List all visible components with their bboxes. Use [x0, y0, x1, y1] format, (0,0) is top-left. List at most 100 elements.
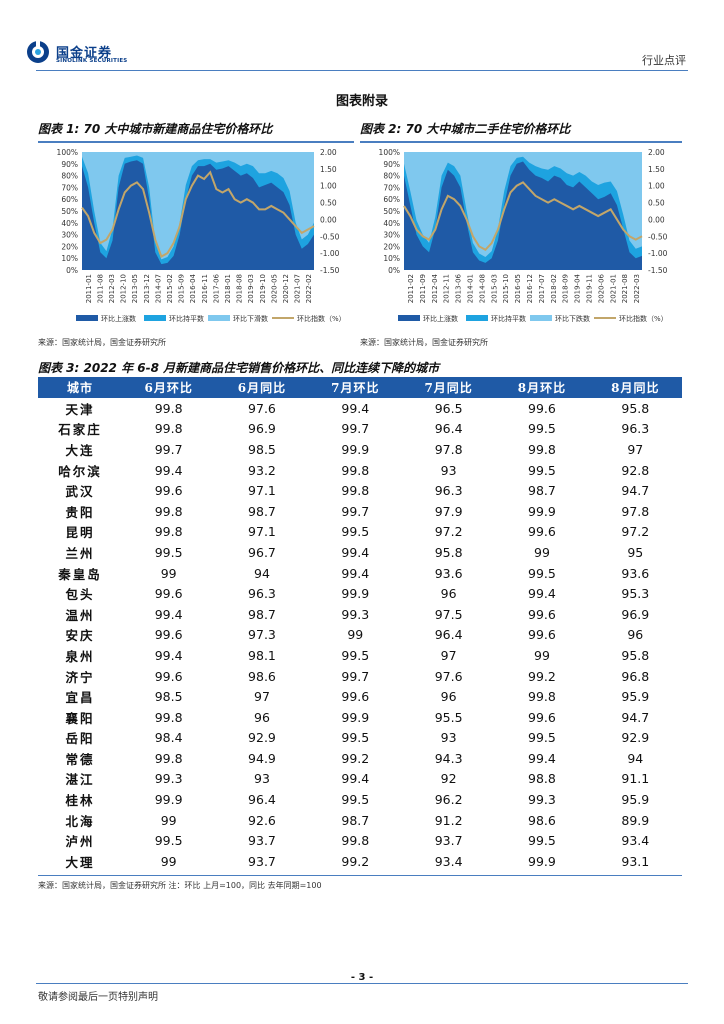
value-cell: 93.1 — [621, 853, 650, 869]
value-cell: 99.8 — [154, 400, 183, 416]
value-cell: 99.4 — [154, 606, 183, 622]
value-cell: 96.3 — [621, 421, 650, 437]
city-name-cell: 常德 — [65, 751, 95, 767]
x-tick-label: 2014-01 — [466, 274, 474, 303]
value-cell: 93.6 — [621, 565, 650, 581]
value-cell: 93.6 — [434, 565, 463, 581]
value-cell: 98.5 — [154, 689, 183, 705]
value-cell: 99 — [160, 565, 177, 581]
value-cell: 97.2 — [621, 524, 650, 540]
value-cell: 99.6 — [341, 689, 370, 705]
value-cell: 99 — [534, 647, 550, 663]
x-tick-label: 2021-07 — [294, 274, 302, 303]
value-cell: 96.9 — [621, 606, 650, 622]
value-cell: 95.8 — [621, 400, 650, 416]
legend-label: 环比下滑数 — [233, 314, 268, 323]
x-tick-label: 2017-07 — [538, 274, 546, 303]
value-cell: 97.1 — [248, 524, 276, 540]
value-cell: 99.6 — [528, 524, 556, 540]
y-right-tick-label: 2.00 — [648, 148, 665, 157]
table-header-cell: 6月同比 — [215, 377, 309, 398]
y-right-tick-label: -1.00 — [320, 249, 340, 258]
value-cell: 98.7 — [341, 812, 370, 828]
y-right-tick-label: -1.50 — [320, 266, 340, 275]
table-header-cell: 6月环比 — [121, 377, 216, 398]
value-cell: 97 — [627, 441, 644, 457]
value-cell: 94 — [254, 565, 270, 581]
city-name-cell: 武汉 — [65, 484, 95, 500]
value-cell: 99.2 — [528, 668, 556, 684]
city-name-cell: 济宁 — [65, 669, 95, 685]
y-left-tick-label: 40% — [61, 219, 78, 228]
table-row: 石家庄 99.8 96.9 99.7 96.4 99.5 96.3 — [38, 419, 682, 440]
value-cell: 95.3 — [621, 586, 650, 602]
value-cell: 99.5 — [154, 544, 183, 560]
value-cell: 98.7 — [248, 606, 276, 622]
chart-secondhand-housing-price-mom: 100% 90% 80% 70% 60% 50% 40% 30% 20% 10% 0% 2.00 1.5… — [379, 148, 668, 323]
y-left-tick-label: 0% — [66, 266, 78, 275]
value-cell: 93.4 — [621, 833, 650, 849]
y-right-tick-label: -0.50 — [320, 232, 340, 241]
value-cell: 99.4 — [154, 647, 183, 663]
x-tick-label: 2022-03 — [633, 274, 641, 303]
table-row: 兰州 99.5 96.7 99.4 95.8 99 95 — [38, 542, 682, 563]
y-left-tick-label: 70% — [61, 183, 78, 192]
value-cell: 99.7 — [154, 441, 183, 457]
city-name-cell: 泉州 — [65, 648, 95, 664]
value-cell: 96 — [254, 709, 270, 725]
y-left-tick-label: 10% — [61, 254, 78, 263]
y-right-tick-label: 0.00 — [648, 215, 665, 224]
city-name-cell: 湛江 — [65, 772, 95, 788]
y-left-tick-label: 60% — [61, 195, 78, 204]
table-row: 安庆 99.6 97.3 99 96.4 99.6 96 — [38, 625, 682, 646]
value-cell: 94.3 — [434, 750, 463, 766]
city-name-cell: 大理 — [65, 854, 95, 870]
value-cell: 96.4 — [434, 421, 463, 437]
y-right-tick-label: 1.00 — [648, 182, 665, 191]
value-cell: 99.9 — [528, 853, 556, 869]
legend-swatch — [76, 315, 98, 321]
value-cell: 93.7 — [434, 833, 463, 849]
value-cell: 99.8 — [154, 421, 183, 437]
value-cell: 99.4 — [341, 544, 370, 560]
value-cell: 99.6 — [154, 668, 183, 684]
city-name-cell: 昆明 — [65, 525, 95, 541]
table-row: 包头 99.6 96.3 99.9 96 99.4 95.3 — [38, 583, 682, 604]
x-tick-label: 2016-11 — [201, 274, 209, 303]
y-left-tick-label: 20% — [383, 242, 400, 251]
value-cell: 99.9 — [341, 441, 370, 457]
y-left-tick-label: 90% — [61, 160, 78, 169]
value-cell: 99.6 — [528, 709, 556, 725]
value-cell: 98.7 — [528, 483, 556, 499]
x-tick-label: 2020-06 — [597, 273, 605, 303]
up-share-area — [82, 160, 314, 270]
y-left-tick-label: 10% — [383, 254, 400, 263]
x-tick-label: 2018-09 — [562, 274, 570, 303]
value-cell: 97.2 — [434, 524, 463, 540]
value-cell: 99.4 — [528, 586, 556, 602]
value-cell: 99.5 — [154, 833, 183, 849]
page-number: - 3 - — [350, 972, 374, 983]
value-cell: 95.8 — [434, 544, 463, 560]
x-tick-label: 2019-11 — [585, 274, 593, 303]
value-cell: 99.6 — [528, 606, 556, 622]
x-tick-label: 2021-08 — [621, 274, 629, 303]
value-cell: 99.4 — [528, 750, 556, 766]
logo-text-cn: 国金证券 — [56, 46, 113, 61]
value-cell: 98.4 — [154, 730, 183, 746]
x-tick-label: 2015-10 — [502, 274, 510, 303]
x-tick-label: 2017-06 — [212, 273, 220, 303]
y-left-tick-label: 100% — [57, 148, 78, 157]
table-row: 湛江 99.3 93 99.4 92 98.8 91.1 — [38, 769, 682, 790]
value-cell: 99.8 — [154, 709, 183, 725]
value-cell: 99.9 — [341, 586, 370, 602]
y-right-tick-label: 2.00 — [320, 148, 337, 157]
value-cell: 99.9 — [528, 503, 556, 519]
value-cell: 96 — [440, 586, 457, 602]
value-cell: 96 — [440, 689, 457, 705]
doc-type-label: 行业点评 — [642, 54, 686, 67]
legend-label: 环比持平数 — [491, 314, 526, 323]
value-cell: 97 — [254, 689, 270, 705]
legend-label: 环比上涨数 — [101, 314, 136, 323]
legend-label: 环比指数（%） — [297, 314, 346, 323]
